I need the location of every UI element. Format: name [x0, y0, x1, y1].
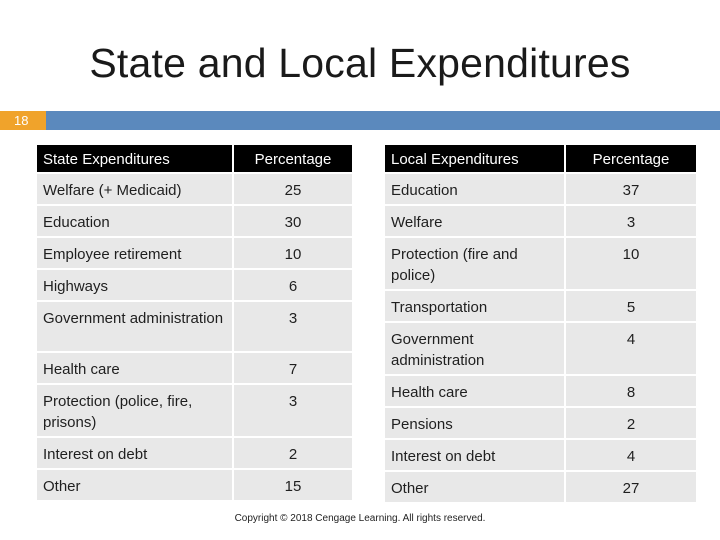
expenditure-item: Other [37, 470, 232, 500]
table-row: Other 27 [385, 472, 696, 502]
table-row: Welfare (+ Medicaid) 25 [37, 174, 352, 204]
expenditure-percentage: 37 [564, 174, 696, 204]
table-row: Welfare 3 [385, 206, 696, 236]
table-row: Interest on debt 4 [385, 440, 696, 470]
slide-title: State and Local Expenditures [89, 40, 631, 86]
table-row: Transportation 5 [385, 291, 696, 321]
table-header-row: State Expenditures Percentage [37, 145, 352, 172]
table-row: Health care 7 [37, 353, 352, 383]
table-row: Education 30 [37, 206, 352, 236]
expenditure-item: Health care [37, 353, 232, 383]
expenditure-item: Welfare [385, 206, 564, 236]
expenditure-percentage: 27 [564, 472, 696, 502]
expenditure-percentage: 25 [232, 174, 352, 204]
table-row: Interest on debt 2 [37, 438, 352, 468]
table-row: Highways 6 [37, 270, 352, 300]
expenditure-item: Interest on debt [37, 438, 232, 468]
expenditure-percentage: 15 [232, 470, 352, 500]
expenditure-percentage: 10 [232, 238, 352, 268]
header-item: Local Expenditures [385, 145, 564, 172]
table-row: Pensions 2 [385, 408, 696, 438]
state-expenditures-table: State Expenditures Percentage Welfare (+ M… [37, 143, 352, 502]
expenditure-item: Welfare (+ Medicaid) [37, 174, 232, 204]
header-percentage: Percentage [564, 145, 696, 172]
expenditure-item: Employee retirement [37, 238, 232, 268]
expenditure-percentage: 3 [564, 206, 696, 236]
expenditure-percentage: 6 [232, 270, 352, 300]
expenditure-item: Highways [37, 270, 232, 300]
expenditure-item: Education [37, 206, 232, 236]
expenditure-percentage: 2 [232, 438, 352, 468]
header-bar [0, 111, 720, 130]
table-row: Protection (police, fire, prisons) 3 [37, 385, 352, 436]
expenditure-item: Pensions [385, 408, 564, 438]
expenditure-percentage: 8 [564, 376, 696, 406]
expenditure-item: Transportation [385, 291, 564, 321]
expenditure-percentage: 3 [232, 385, 352, 436]
expenditure-percentage: 10 [564, 238, 696, 289]
expenditure-percentage: 7 [232, 353, 352, 383]
local-expenditures-table: Local Expenditures Percentage Education 37 W… [385, 143, 696, 504]
header-item: State Expenditures [37, 145, 232, 172]
table-row: Government administration 4 [385, 323, 696, 374]
table-row: Government administration 3 [37, 302, 352, 351]
expenditure-percentage: 3 [232, 302, 352, 351]
table-row: Employee retirement 10 [37, 238, 352, 268]
expenditure-item: Other [385, 472, 564, 502]
expenditure-percentage: 30 [232, 206, 352, 236]
table-row: Protection (fire and police) 10 [385, 238, 696, 289]
slide-number: 18 [0, 111, 46, 130]
expenditure-item: Protection (police, fire, prisons) [37, 385, 232, 436]
expenditure-item: Education [385, 174, 564, 204]
table-row: Education 37 [385, 174, 696, 204]
expenditure-percentage: 4 [564, 440, 696, 470]
expenditure-item: Health care [385, 376, 564, 406]
header-percentage: Percentage [232, 145, 352, 172]
expenditure-item: Government administration [385, 323, 564, 374]
table-row: Health care 8 [385, 376, 696, 406]
expenditure-percentage: 2 [564, 408, 696, 438]
table-header-row: Local Expenditures Percentage [385, 145, 696, 172]
expenditure-item: Protection (fire and police) [385, 238, 564, 289]
expenditure-item: Interest on debt [385, 440, 564, 470]
expenditure-percentage: 5 [564, 291, 696, 321]
table-row: Other 15 [37, 470, 352, 500]
expenditure-percentage: 4 [564, 323, 696, 374]
copyright-notice: Copyright © 2018 Cengage Learning. All r… [234, 513, 486, 524]
expenditure-item: Government administration [37, 302, 232, 351]
